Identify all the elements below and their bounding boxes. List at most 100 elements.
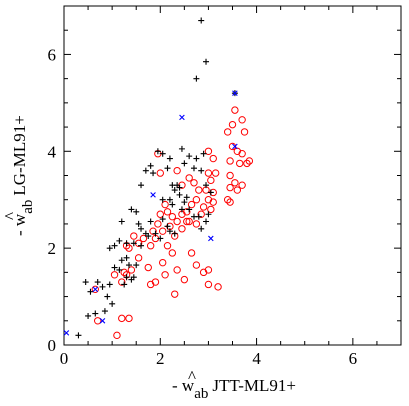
data-point-circle — [149, 227, 157, 235]
data-point-plus — [181, 160, 188, 167]
axis-ticks — [63, 5, 402, 346]
data-point-plus — [125, 262, 132, 269]
data-point-plus — [207, 189, 214, 196]
x-tick-label: 2 — [156, 349, 165, 368]
data-point-circle — [231, 179, 239, 187]
data-point-circle — [204, 280, 213, 289]
data-point-circle — [195, 186, 203, 194]
data-point-plus — [106, 281, 113, 288]
data-point-plus — [198, 167, 205, 174]
data-point-circle — [192, 220, 201, 228]
data-point-plus — [164, 165, 171, 172]
data-point-plus — [157, 235, 164, 242]
data-point-plus — [147, 218, 154, 225]
data-point-circle — [168, 249, 177, 257]
data-point-circle — [204, 169, 213, 177]
data-point-circle — [233, 186, 242, 194]
data-point-plus — [99, 283, 106, 290]
data-point-circle — [173, 166, 181, 175]
data-point-plus — [152, 230, 159, 237]
data-point-plus — [133, 262, 140, 269]
data-point-plus — [130, 274, 137, 281]
data-point-x — [179, 114, 185, 121]
data-point-plus — [203, 58, 210, 65]
data-point-x — [99, 317, 106, 324]
data-point-plus — [104, 293, 111, 300]
data-point-circle — [226, 198, 234, 206]
data-point-plus — [198, 225, 205, 232]
data-point-circle — [187, 200, 196, 209]
data-point-plus — [183, 194, 190, 201]
data-point-circle — [238, 181, 246, 189]
x-axis-label-suffix: JTT-ML91+ — [212, 376, 296, 395]
data-point-plus — [145, 233, 152, 240]
data-point-plus — [181, 199, 188, 206]
data-point-plus — [193, 155, 200, 162]
data-point-plus — [166, 155, 173, 162]
data-point-circle — [151, 278, 160, 286]
data-point-circle — [240, 128, 249, 136]
data-point-circle — [163, 242, 172, 250]
data-point-plus — [186, 153, 193, 160]
data-point-circle — [163, 208, 172, 216]
data-point-plus — [109, 300, 116, 307]
data-point-plus — [195, 213, 202, 220]
data-point-circle — [245, 157, 254, 165]
y-axis-label-prefix: - w — [10, 213, 29, 236]
data-point-circle — [156, 210, 164, 218]
data-point-plus — [135, 220, 142, 227]
data-point-plus — [190, 165, 197, 172]
data-point-plus — [205, 211, 212, 218]
data-point-plus — [164, 223, 171, 230]
data-point-plus — [128, 206, 135, 213]
data-point-circle — [228, 142, 237, 151]
data-point-circle — [243, 159, 251, 168]
data-point-circle — [183, 217, 191, 226]
data-point-plus — [176, 191, 183, 198]
data-point-circle — [127, 266, 136, 274]
data-point-circle — [197, 210, 205, 218]
data-point-circle — [187, 249, 196, 257]
data-point-circle — [113, 331, 121, 340]
data-point-circle — [173, 266, 181, 274]
data-points — [63, 17, 254, 340]
data-point-circle — [185, 217, 193, 226]
data-point-plus — [123, 274, 130, 281]
data-point-circle — [130, 232, 138, 240]
data-point-plus — [166, 228, 173, 235]
data-point-circle — [146, 242, 155, 250]
data-point-plus — [203, 182, 210, 189]
data-point-plus — [92, 310, 99, 317]
data-point-circle — [231, 106, 239, 114]
data-point-circle — [226, 157, 234, 165]
data-point-circle — [154, 220, 162, 228]
data-point-plus — [75, 332, 82, 339]
data-point-circle — [192, 261, 201, 269]
data-point-plus — [159, 216, 166, 223]
data-point-plus — [138, 182, 145, 189]
data-point-circle — [204, 147, 213, 155]
data-point-plus — [171, 187, 178, 194]
data-point-circle — [178, 225, 186, 233]
data-point-plus — [118, 218, 125, 225]
data-point-circle — [110, 271, 119, 279]
y-tick-label: 2 — [48, 239, 57, 258]
data-point-circle — [171, 290, 179, 298]
data-point-circle — [185, 174, 193, 182]
data-point-plus — [138, 225, 145, 232]
data-point-plus — [94, 279, 101, 286]
data-point-plus — [123, 254, 130, 261]
data-point-plus — [159, 150, 166, 157]
x-tick-label: 0 — [60, 349, 69, 368]
data-point-circle — [139, 234, 148, 243]
data-point-plus — [198, 17, 205, 24]
data-point-plus — [154, 148, 161, 155]
data-point-plus — [116, 266, 123, 273]
data-point-plus — [85, 312, 92, 319]
data-point-circle — [211, 169, 220, 177]
data-point-plus — [186, 206, 193, 213]
data-point-x — [232, 90, 238, 96]
data-point-circle — [236, 159, 244, 168]
data-point-circle — [190, 179, 198, 187]
